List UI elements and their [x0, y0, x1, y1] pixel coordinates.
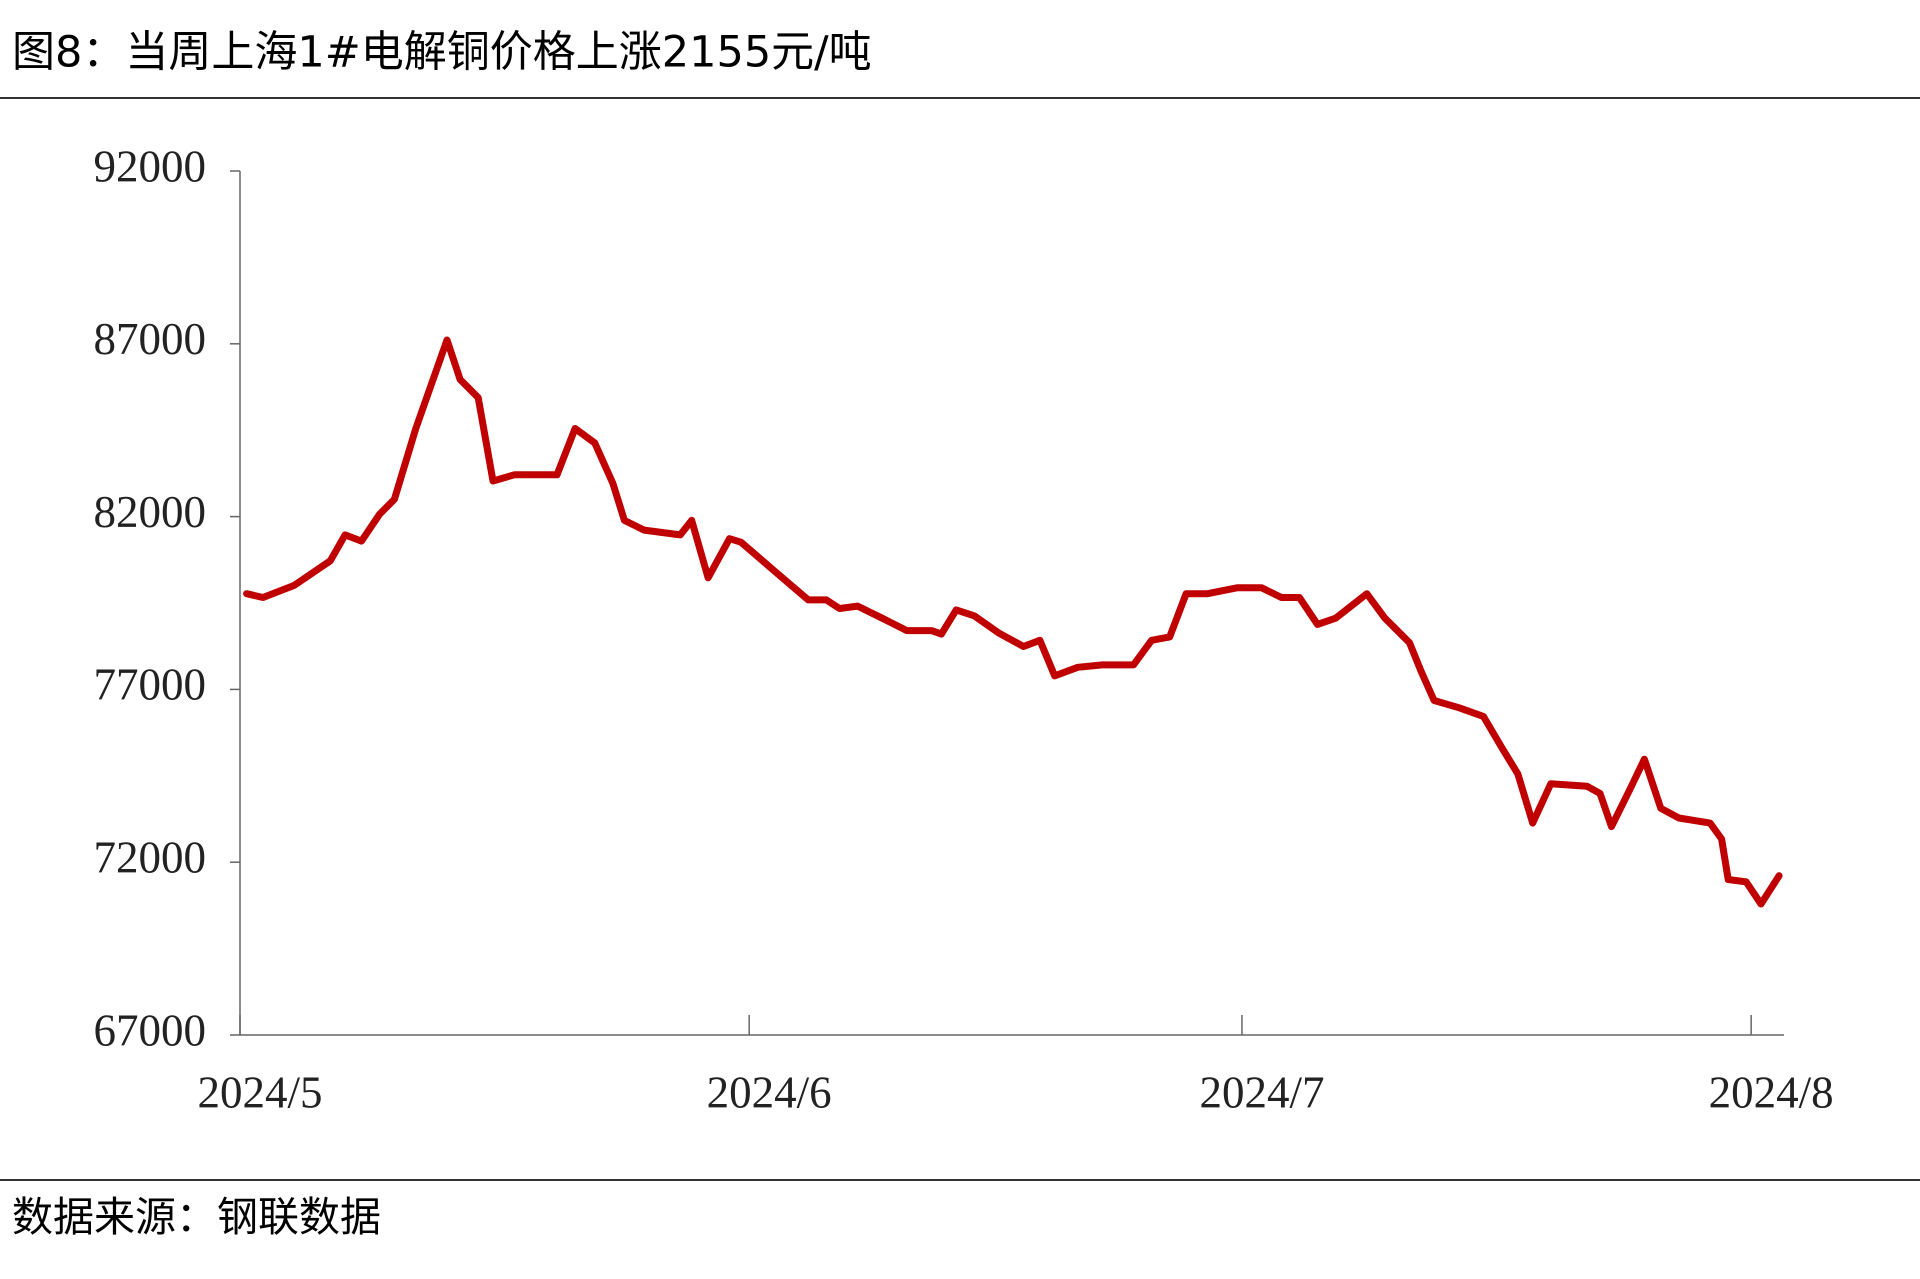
x-tick-label: 2024/8	[1709, 1067, 1834, 1117]
y-tick-label: 82000	[94, 487, 207, 537]
x-tick-label: 2024/6	[707, 1067, 832, 1117]
x-tick-label: 2024/5	[197, 1067, 322, 1117]
chart-title: 图8：当周上海1#电解铜价格上涨2155元/吨	[12, 28, 872, 78]
y-tick-label: 72000	[94, 833, 207, 883]
y-tick-label: 87000	[94, 314, 207, 364]
x-tick-label: 2024/7	[1199, 1067, 1324, 1117]
y-tick-label: 77000	[94, 660, 207, 710]
y-tick-label: 92000	[94, 141, 207, 191]
data-line	[243, 336, 1783, 908]
source-note: 数据来源：钢联数据	[12, 1193, 381, 1241]
y-tick-label: 67000	[94, 1005, 207, 1055]
